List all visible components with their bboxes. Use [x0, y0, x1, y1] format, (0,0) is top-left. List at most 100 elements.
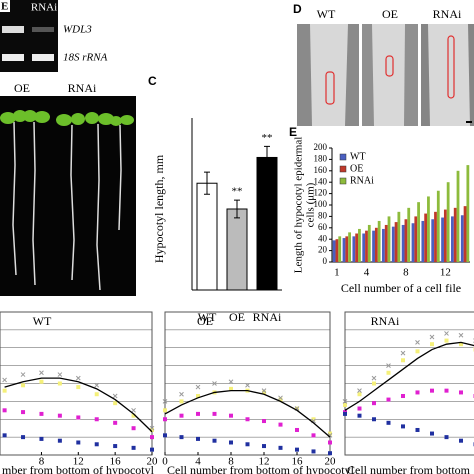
- chart-title: WT: [33, 314, 52, 328]
- bar: [397, 211, 401, 262]
- y-tick-label: 40: [318, 233, 328, 243]
- point: [113, 444, 118, 449]
- y-tick-label: 0: [323, 256, 328, 266]
- point: [57, 372, 63, 377]
- point: [131, 426, 136, 431]
- point: [162, 399, 168, 404]
- point: [415, 349, 420, 354]
- point: [196, 436, 200, 441]
- x-tick-label: 16: [292, 456, 304, 468]
- legend-swatch: [339, 165, 347, 173]
- y-tick-label: 140: [314, 176, 328, 186]
- bar: [411, 223, 415, 262]
- seedling-label: OE: [14, 81, 30, 95]
- chart-title: OE: [197, 314, 213, 328]
- bar: [460, 215, 464, 262]
- bar: [414, 216, 418, 262]
- y-axis-label: Hypocotyl length, mm: [152, 154, 166, 263]
- x-tick-label: 0: [162, 456, 168, 468]
- x-tick-label: 4: [195, 456, 201, 468]
- point: [113, 401, 118, 406]
- point: [357, 392, 362, 397]
- panel-letter: D: [293, 2, 302, 16]
- fit-curve: [4, 377, 153, 433]
- point: [94, 382, 100, 388]
- point: [39, 370, 44, 376]
- seedling-label: RNAi: [68, 81, 97, 95]
- legend-swatch: [339, 177, 347, 185]
- fit-curve: [344, 341, 474, 411]
- point: [386, 370, 391, 375]
- x-axis-label: mber from bottom of hypocotyl: [2, 463, 155, 474]
- x-tick-label: 20: [325, 456, 337, 468]
- point: [400, 350, 406, 356]
- chart-title: RNAi: [371, 314, 400, 328]
- point: [245, 442, 250, 447]
- point: [131, 413, 136, 418]
- point: [94, 392, 99, 397]
- panel-letter: C: [148, 74, 157, 88]
- bar: [338, 236, 342, 262]
- bar: [446, 182, 450, 262]
- bar: [352, 236, 356, 262]
- point: [357, 388, 362, 394]
- bar: [226, 208, 248, 291]
- point: [328, 431, 332, 436]
- point: [229, 413, 233, 418]
- point: [2, 433, 7, 438]
- bar: [427, 196, 430, 262]
- significance: **: [232, 186, 243, 198]
- point: [459, 390, 463, 395]
- legend-label: WT: [350, 151, 366, 162]
- bar: [436, 190, 440, 262]
- y-axis-label: Length of hypocotyl epidermal: [293, 137, 305, 274]
- gel-band: [32, 54, 54, 61]
- y-tick-label: 120: [314, 188, 328, 198]
- point: [163, 433, 167, 438]
- bar: [453, 207, 457, 262]
- point: [444, 338, 449, 343]
- y-tick-label: 20: [318, 245, 328, 255]
- point: [342, 399, 348, 404]
- bar: [335, 239, 339, 262]
- bar: [404, 219, 408, 262]
- point: [2, 377, 7, 383]
- seedling-leaves: [0, 110, 134, 126]
- bar: [456, 170, 460, 262]
- point: [262, 444, 266, 449]
- error-bar: [234, 199, 240, 219]
- sem-label: WT: [317, 7, 336, 21]
- point: [372, 381, 376, 386]
- y-tick-label: 60: [318, 222, 328, 232]
- point: [21, 383, 26, 388]
- y-tick-label: 100: [314, 199, 328, 209]
- point: [278, 395, 283, 401]
- bar: [196, 182, 218, 291]
- x-tick-label: 4: [364, 267, 370, 279]
- legend-label: RNAi: [350, 175, 374, 186]
- point: [430, 388, 434, 393]
- point: [75, 375, 81, 381]
- error-bar: [264, 145, 270, 169]
- bar: [387, 216, 391, 262]
- point: [311, 449, 316, 454]
- y-tick-label: 160: [314, 165, 328, 175]
- y-axis-label: cells (μm): [305, 182, 317, 227]
- point: [386, 420, 391, 425]
- point: [20, 372, 26, 377]
- point: [328, 440, 332, 445]
- seedling-photo: [0, 96, 136, 296]
- point: [371, 375, 377, 381]
- point: [357, 406, 362, 411]
- bar: [365, 230, 368, 262]
- x-axis-label: Cell number from bottom: [347, 463, 471, 474]
- bar: [342, 238, 346, 262]
- x-tick-label: OE: [229, 310, 245, 324]
- x-tick-label: RNAi: [253, 310, 282, 324]
- point: [2, 408, 7, 413]
- bar: [377, 220, 381, 262]
- bar: [367, 224, 371, 262]
- x-tick-label: 1: [334, 267, 340, 279]
- point: [196, 394, 200, 399]
